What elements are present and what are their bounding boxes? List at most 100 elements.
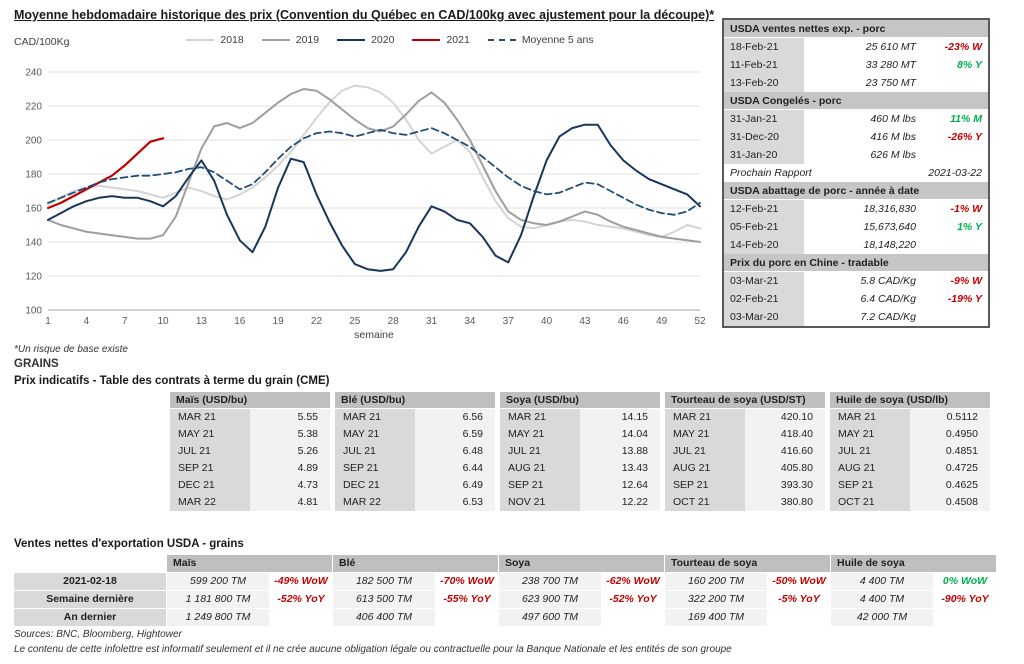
futures-row: OCT 21 380.80 xyxy=(665,494,825,511)
futures-table-soymeal: Tourteau de soya (USD/ST) MAR 21 420.10 M… xyxy=(665,392,825,511)
exports-change: -55% YoY xyxy=(436,591,498,608)
exports-col-header-wheat: Blé xyxy=(333,555,498,572)
futures-row: MAR 21 0.5112 xyxy=(830,409,990,426)
section-header-usda-slaughter: USDA abattage de porc - année à date xyxy=(724,182,988,200)
row-date: 31-Jan-20 xyxy=(724,146,804,164)
row-change xyxy=(926,74,988,92)
futures-row: DEC 21 4.73 xyxy=(170,477,330,494)
contract-price: 14.04 xyxy=(580,426,660,443)
x-tick-label: 28 xyxy=(388,316,400,327)
contract-month: JUL 21 xyxy=(830,443,910,460)
row-value: 6.4 CAD/Kg xyxy=(860,293,916,305)
contract-price: 5.55 xyxy=(250,409,330,426)
row-change xyxy=(926,146,988,164)
row-date: 11-Feb-21 xyxy=(724,56,804,74)
x-tick-label: 7 xyxy=(122,316,128,327)
futures-row: AUG 21 405.80 xyxy=(665,460,825,477)
contract-month: JUL 21 xyxy=(665,443,745,460)
x-tick-label: 19 xyxy=(273,316,285,327)
x-tick-label: 34 xyxy=(464,316,476,327)
exports-change: -70% WoW xyxy=(436,573,498,590)
row-date: 14-Feb-20 xyxy=(724,236,804,254)
exports-change: -50% WoW xyxy=(768,573,830,590)
row-value: 626 M lbs xyxy=(870,149,916,161)
futures-row: SEP 21 6.44 xyxy=(335,460,495,477)
exports-value: 1 181 800 TM xyxy=(167,591,269,608)
exports-change: 0% WoW xyxy=(934,573,996,590)
legend-label: 2020 xyxy=(371,34,395,46)
exports-value: 160 200 TM xyxy=(665,573,767,590)
row-change: -9% W xyxy=(950,275,983,287)
table-row: 14-Feb-20 18,148,220 xyxy=(724,236,988,254)
row-change: 1% Y xyxy=(957,221,982,233)
contract-price: 13.88 xyxy=(580,443,660,460)
futures-row: JUL 21 416.60 xyxy=(665,443,825,460)
contract-month: AUG 21 xyxy=(830,460,910,477)
next-report-label: Prochain Rapport xyxy=(730,167,812,179)
contract-month: MAY 21 xyxy=(665,426,745,443)
contract-price: 6.59 xyxy=(415,426,495,443)
chart-legend: 2018 2019 2020 2021 Moyenne 5 ans xyxy=(130,34,650,46)
table-row: 02-Feb-21 6.4 CAD/Kg -19% Y xyxy=(724,290,988,308)
row-date: 31-Dec-20 xyxy=(724,128,804,146)
exports-value: 623 900 TM xyxy=(499,591,601,608)
table-row: 31-Jan-20 626 M lbs xyxy=(724,146,988,164)
exports-value: 4 400 TM xyxy=(831,591,933,608)
x-tick-label: 49 xyxy=(656,316,668,327)
contract-price: 12.64 xyxy=(580,477,660,494)
row-value: 7.2 CAD/Kg xyxy=(860,311,916,323)
contract-month: DEC 21 xyxy=(170,477,250,494)
table-row: 31-Jan-21 460 M lbs 11% M xyxy=(724,110,988,128)
section-header-usda-export-sales: USDA ventes nettes exp. - porc xyxy=(724,20,988,38)
futures-table-header: Huile de soya (USD/lb) xyxy=(830,392,990,409)
exports-value: 497 600 TM xyxy=(499,609,601,626)
x-tick-label: 22 xyxy=(311,316,323,327)
row-date: 02-Feb-21 xyxy=(724,290,804,308)
y-tick-label: 180 xyxy=(25,170,42,181)
series-line-2020 xyxy=(47,123,701,272)
row-change: -1% W xyxy=(950,203,983,215)
exports-change xyxy=(934,609,996,626)
contract-month: OCT 21 xyxy=(830,494,910,511)
futures-table-header: Maïs (USD/bu) xyxy=(170,392,330,409)
contract-month: JUL 21 xyxy=(170,443,250,460)
futures-row: JUL 21 5.26 xyxy=(170,443,330,460)
legend-item-2018: 2018 xyxy=(186,34,244,46)
futures-row: AUG 21 13.43 xyxy=(500,460,660,477)
exports-col-header-soymeal: Tourteau de soya xyxy=(665,555,830,572)
table-row: 31-Dec-20 416 M lbs -26% Y xyxy=(724,128,988,146)
x-tick-label: 46 xyxy=(618,316,630,327)
page-title: Moyenne hebdomadaire historique des prix… xyxy=(14,8,715,22)
contract-price: 0.4725 xyxy=(910,460,990,477)
x-tick-label: 31 xyxy=(426,316,438,327)
futures-row: MAY 21 14.04 xyxy=(500,426,660,443)
x-tick-label: 52 xyxy=(694,316,706,327)
contract-price: 5.38 xyxy=(250,426,330,443)
section-header-china-pork-price: Prix du porc en Chine - tradable xyxy=(724,254,988,272)
futures-table-soyoil: Huile de soya (USD/lb) MAR 21 0.5112 MAY … xyxy=(830,392,990,511)
contract-month: MAR 21 xyxy=(170,409,250,426)
y-tick-label: 100 xyxy=(25,306,42,317)
row-value: 23 750 MT xyxy=(865,77,916,89)
row-change xyxy=(926,236,988,254)
futures-row: MAR 22 4.81 xyxy=(170,494,330,511)
contract-price: 416.60 xyxy=(745,443,825,460)
exports-change: -90% YoY xyxy=(934,591,996,608)
exports-value: 322 200 TM xyxy=(665,591,767,608)
exports-col-header-corn: Maïs xyxy=(167,555,332,572)
series-line-2018 xyxy=(47,84,701,238)
contract-month: AUG 21 xyxy=(665,460,745,477)
row-value: 25 610 MT xyxy=(865,41,916,53)
table-row: 11-Feb-21 33 280 MT 8% Y xyxy=(724,56,988,74)
contract-month: MAR 22 xyxy=(335,494,415,511)
y-tick-label: 120 xyxy=(25,272,42,283)
exports-value: 182 500 TM xyxy=(333,573,435,590)
futures-row: MAR 21 420.10 xyxy=(665,409,825,426)
futures-table-corn: Maïs (USD/bu) MAR 21 5.55 MAY 21 5.38 JUL … xyxy=(170,392,330,511)
exports-row-label: Semaine dernière xyxy=(14,591,166,608)
contract-month: MAY 21 xyxy=(335,426,415,443)
contract-price: 4.73 xyxy=(250,477,330,494)
legend-line-sample xyxy=(337,39,366,41)
exports-change xyxy=(768,609,830,626)
row-date: 13-Feb-20 xyxy=(724,74,804,92)
